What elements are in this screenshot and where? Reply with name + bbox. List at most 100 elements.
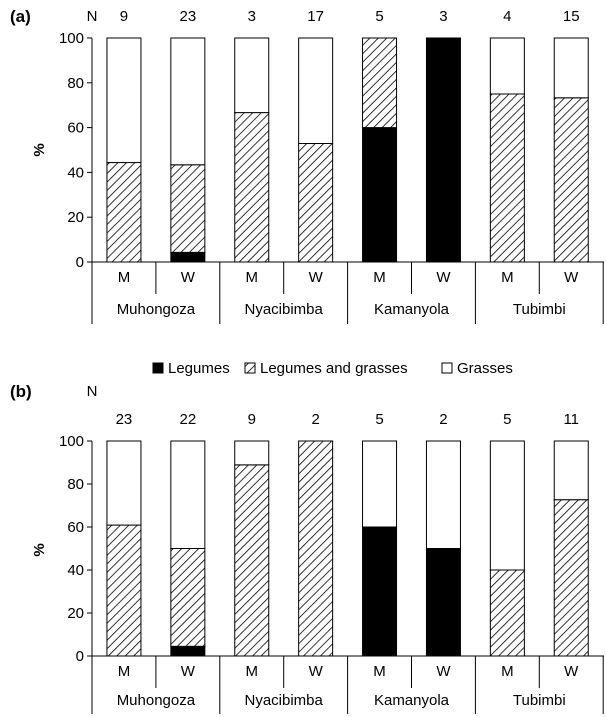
n-value-a-3: 17 — [307, 8, 324, 25]
n-value-a-7: 15 — [563, 8, 580, 25]
category-label-a-6: M — [501, 269, 514, 286]
y-tick-label-b-1: 20 — [67, 605, 84, 622]
bar-b-4-legumes — [362, 526, 398, 657]
bar-a-7-grasses — [553, 37, 589, 99]
bar-b-6-grasses — [489, 440, 525, 571]
category-label-b-0: M — [118, 663, 131, 680]
bar-b-1-grasses — [170, 440, 206, 549]
bar-b-7-legumes-and-grasses — [553, 499, 589, 657]
n-label-a: N — [87, 8, 98, 25]
chart-b: (b) N % 02040608010023M22W9M2W5M2W5M11WM… — [10, 382, 604, 714]
category-label-a-2: M — [246, 269, 259, 286]
category-label-b-5: W — [436, 663, 451, 680]
bar-a-5-legumes — [425, 37, 461, 263]
category-label-a-5: W — [436, 269, 451, 286]
bar-a-2-grasses — [234, 37, 270, 114]
bar-b-2-legumes-and-grasses — [234, 464, 270, 657]
panel-label-a: (a) — [10, 7, 31, 26]
panel-label-b: (b) — [10, 382, 32, 401]
group-label-b-3: Tubimbi — [513, 692, 566, 709]
legend-swatch-legumes — [152, 362, 164, 374]
y-axis-label-b: % — [31, 543, 48, 556]
category-label-a-4: M — [373, 269, 386, 286]
legend-swatch-grasses — [441, 362, 453, 374]
n-value-a-4: 5 — [375, 8, 383, 25]
bar-a-3-legumes-and-grasses — [298, 143, 334, 263]
group-label-b-1: Nyacibimba — [245, 692, 324, 709]
category-label-b-6: M — [501, 663, 514, 680]
group-label-b-0: Muhongoza — [117, 692, 196, 709]
n-value-a-2: 3 — [248, 8, 256, 25]
y-tick-label-a-3: 60 — [67, 120, 84, 137]
n-label-b: N — [87, 383, 98, 400]
y-tick-label-a-2: 40 — [67, 164, 84, 181]
bar-a-6-grasses — [489, 37, 525, 95]
y-tick-label-b-4: 80 — [67, 476, 84, 493]
n-value-a-6: 4 — [503, 8, 511, 25]
n-value-b-7: 11 — [563, 411, 579, 428]
group-label-b-2: Kamanyola — [374, 692, 450, 709]
n-value-b-3: 2 — [311, 411, 319, 428]
category-label-b-4: M — [373, 663, 386, 680]
bar-a-7-legumes-and-grasses — [553, 97, 589, 263]
category-label-a-7: W — [564, 269, 579, 286]
category-label-a-0: M — [118, 269, 131, 286]
n-value-b-0: 23 — [116, 411, 133, 428]
n-value-b-1: 22 — [180, 411, 197, 428]
chart-a: (a) N % 0204060801009M23W3M17W5M3W4M15WM… — [10, 7, 604, 324]
bar-b-5-legumes — [425, 548, 461, 657]
bar-a-1-grasses — [170, 37, 206, 166]
bar-a-6-legumes-and-grasses — [489, 93, 525, 263]
n-value-a-0: 9 — [120, 8, 128, 25]
y-tick-label-a-4: 80 — [67, 75, 84, 92]
bar-b-1-legumes-and-grasses — [170, 548, 206, 647]
bar-a-0-grasses — [106, 37, 142, 164]
y-tick-label-b-3: 60 — [67, 519, 84, 536]
y-tick-label-b-2: 40 — [67, 562, 84, 579]
category-label-b-2: M — [246, 663, 259, 680]
category-label-a-1: W — [181, 269, 196, 286]
y-axis-label-a: % — [31, 143, 48, 156]
chart-b-marks: 0 20 40 60 80 100 23 M 22 W 9 M 2 W 5 M 2 W 5 M 11 W Muhongoza… — [59, 411, 604, 714]
bar-b-3-legumes-and-grasses — [298, 440, 334, 657]
category-label-b-1: W — [181, 663, 196, 680]
n-value-a-1: 23 — [180, 8, 197, 25]
bar-a-4-legumes-and-grasses — [362, 37, 398, 129]
bar-a-0-legumes-and-grasses — [106, 162, 142, 263]
legend-label-grasses: Grasses — [457, 360, 513, 377]
category-label-b-3: W — [309, 663, 324, 680]
legend-label-legumes: Legumes — [168, 360, 230, 377]
y-tick-label-a-1: 20 — [67, 209, 84, 226]
bar-b-1-legumes — [170, 645, 206, 657]
y-tick-label-a-0: 0 — [76, 254, 84, 271]
bar-a-3-grasses — [298, 37, 334, 145]
bar-b-7-grasses — [553, 440, 589, 501]
n-value-b-5: 2 — [439, 411, 447, 428]
bar-b-0-legumes-and-grasses — [106, 524, 142, 657]
y-tick-label-b-5: 100 — [59, 433, 84, 450]
bar-a-4-legumes — [362, 127, 398, 263]
bar-b-6-legumes-and-grasses — [489, 569, 525, 657]
group-label-a-1: Nyacibimba — [245, 301, 324, 318]
bar-b-4-grasses — [362, 440, 398, 528]
legend-label-legumes-and-grasses: Legumes and grasses — [260, 360, 408, 377]
n-value-b-2: 9 — [248, 411, 256, 428]
bar-b-5-grasses — [425, 440, 461, 549]
n-value-a-5: 3 — [439, 8, 447, 25]
legend-swatch-legumes-and-grasses — [244, 362, 256, 374]
bar-a-2-legumes-and-grasses — [234, 112, 270, 263]
chart-a-marks: 0 20 40 60 80 100 9 M 23 W 3 M 17 W 5 M 3 W 4 M 15 W Muhongoza… — [59, 8, 604, 324]
n-value-b-4: 5 — [375, 411, 383, 428]
bar-b-0-grasses — [106, 440, 142, 526]
group-label-a-0: Muhongoza — [117, 301, 196, 318]
legend: Legumes Legumes and grasses Grasses — [152, 360, 513, 377]
bar-a-1-legumes — [170, 251, 206, 263]
bar-b-2-grasses — [234, 440, 270, 466]
group-label-a-3: Tubimbi — [513, 301, 566, 318]
bar-a-1-legumes-and-grasses — [170, 164, 206, 253]
group-label-a-2: Kamanyola — [374, 301, 450, 318]
y-tick-label-a-5: 100 — [59, 30, 84, 47]
category-label-b-7: W — [564, 663, 579, 680]
category-label-a-3: W — [309, 269, 324, 286]
